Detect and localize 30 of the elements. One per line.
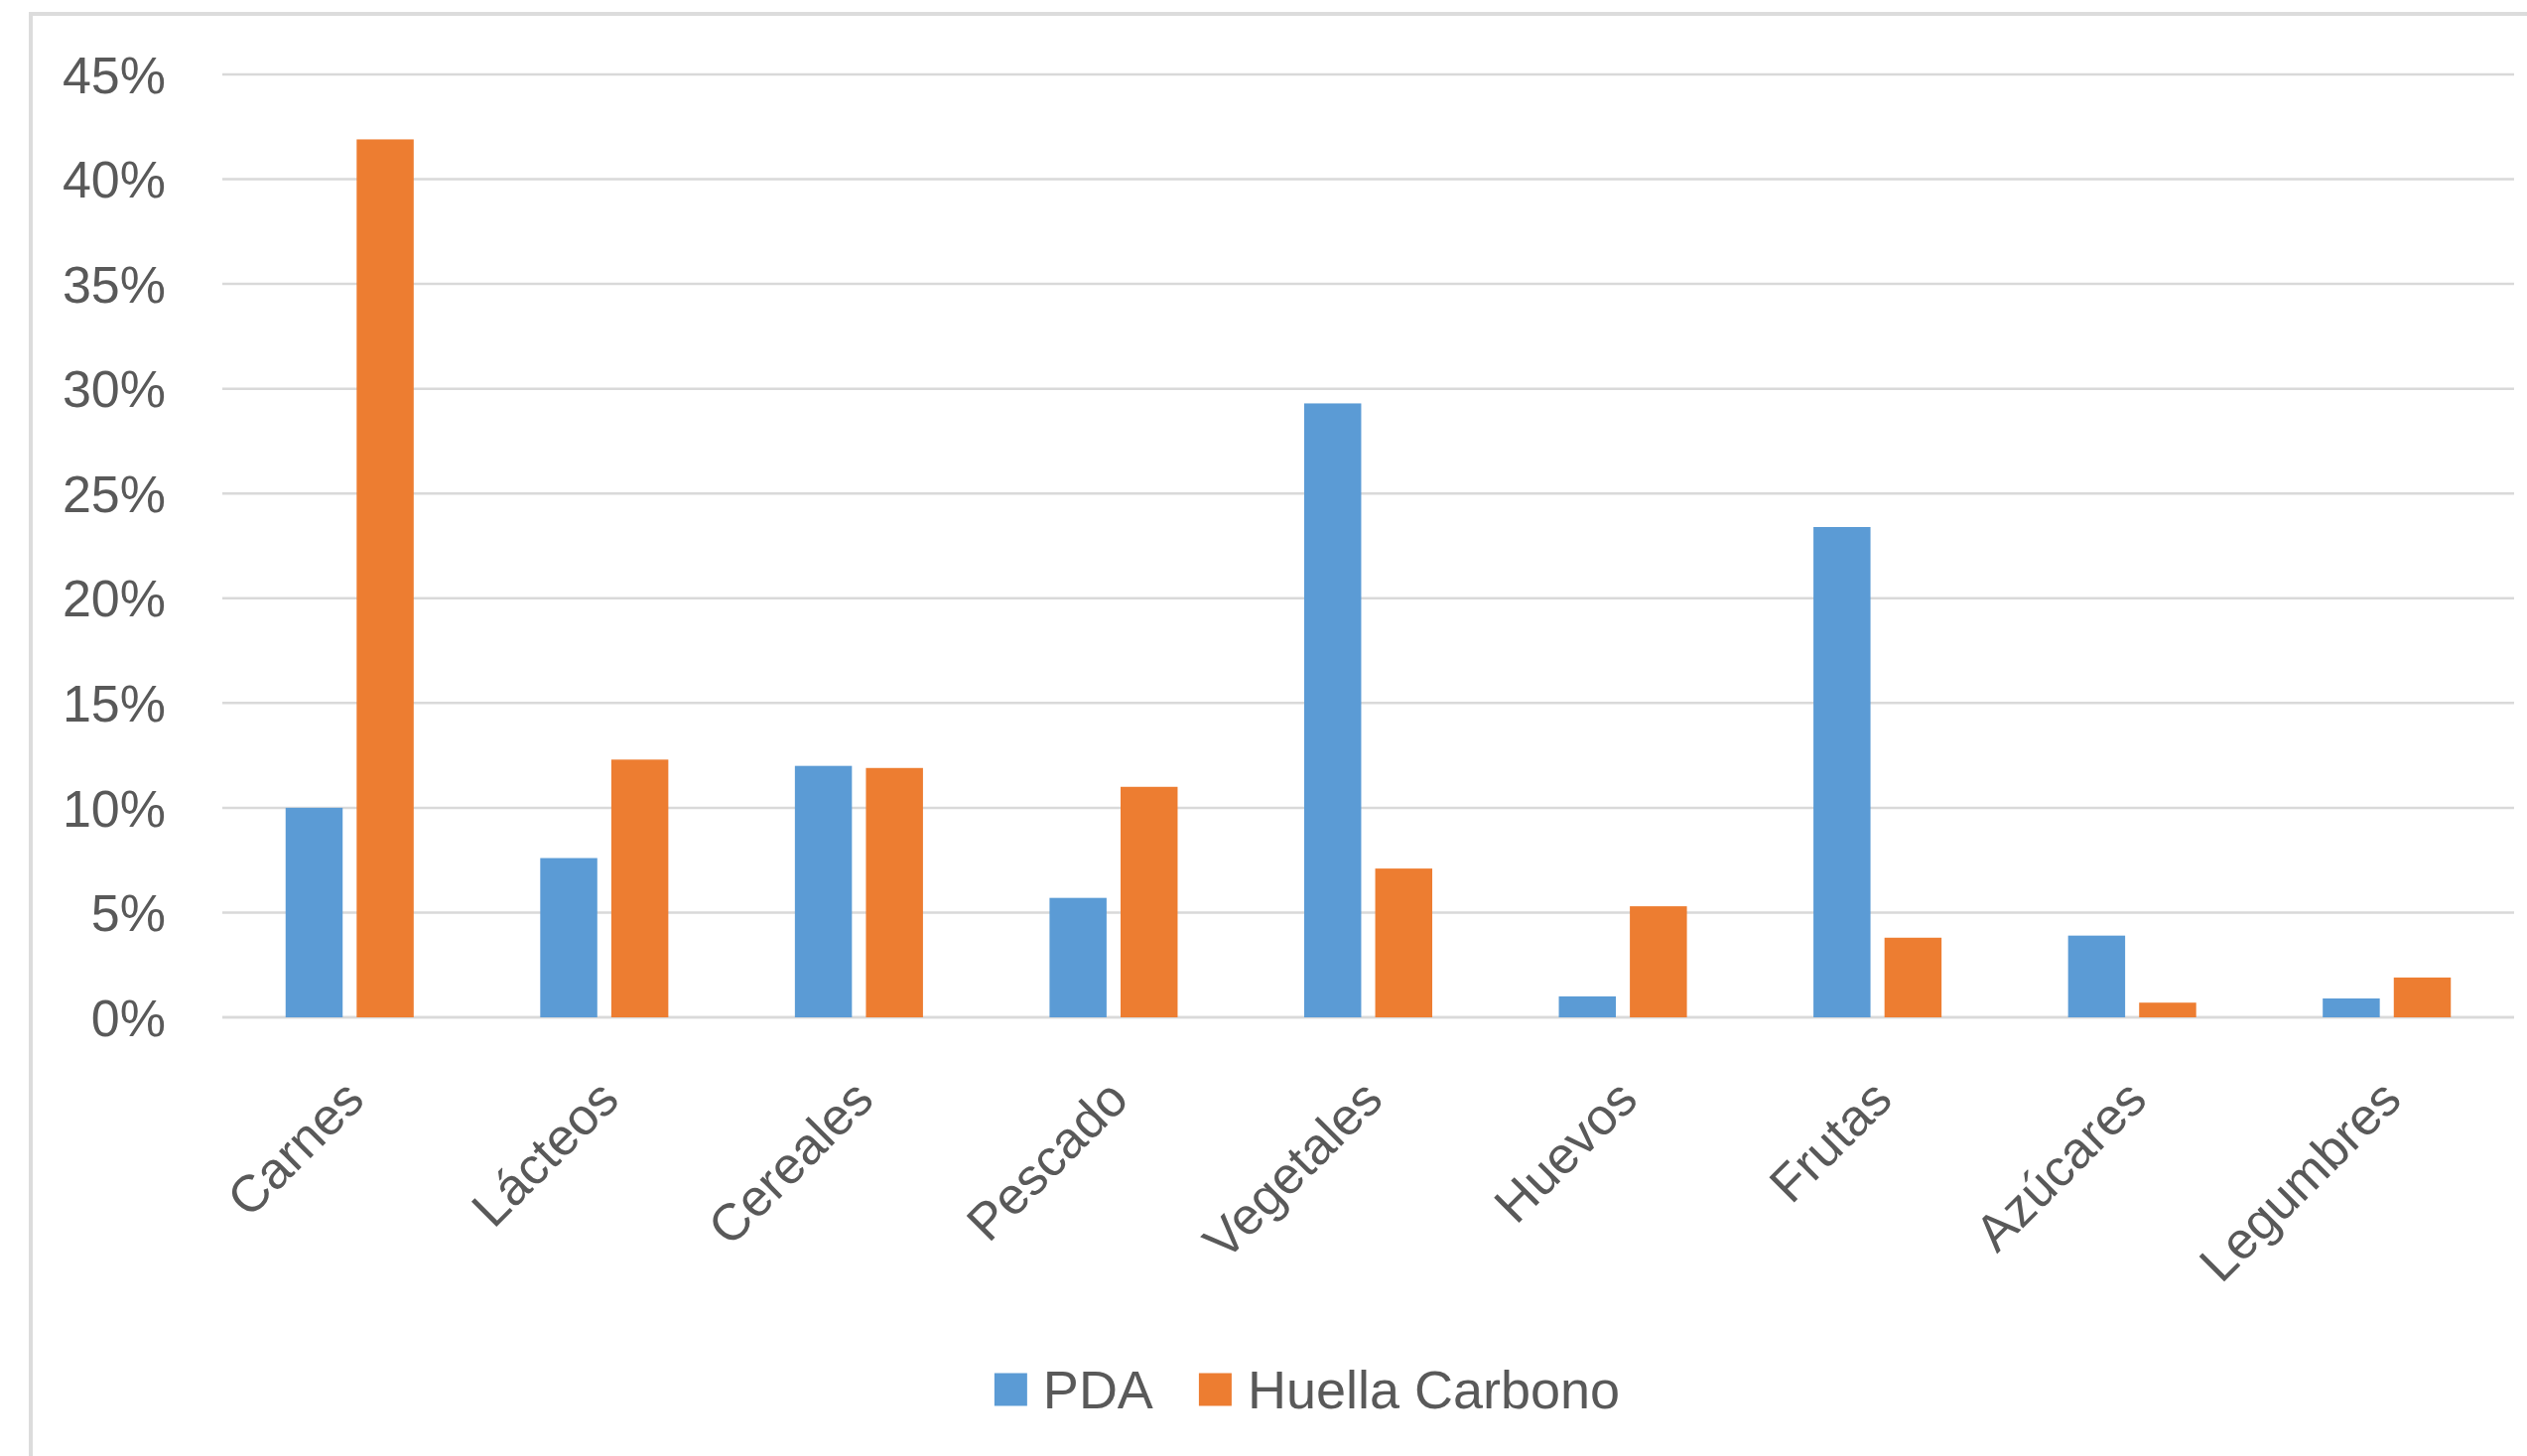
bar (1558, 995, 1616, 1017)
bar (1303, 403, 1362, 1017)
y-tick-label: 15% (62, 675, 166, 733)
bar (1813, 527, 1871, 1017)
y-tick-label: 25% (62, 464, 166, 523)
y-tick-label: 35% (62, 255, 166, 314)
y-tick-label: 30% (62, 360, 166, 419)
bar (2139, 1002, 2196, 1017)
y-tick-label: 45% (62, 46, 166, 104)
bar (1630, 906, 1687, 1017)
bar (1049, 897, 1107, 1017)
bar (1375, 868, 1433, 1017)
bar (610, 759, 669, 1017)
bar (2323, 998, 2380, 1017)
y-tick-label: 20% (62, 570, 166, 628)
bar (2393, 977, 2452, 1017)
y-tick-label: 10% (62, 779, 166, 838)
bar (285, 807, 343, 1017)
bar (865, 767, 923, 1017)
bar (1121, 786, 1178, 1017)
legend-label: PDA (1042, 1360, 1153, 1420)
y-tick-label: 5% (90, 884, 166, 943)
y-tick-label: 40% (62, 151, 166, 209)
legend-label: Huella Carbono (1247, 1360, 1621, 1420)
y-tick-label: 0% (90, 989, 166, 1047)
bar (2067, 935, 2126, 1017)
bar (1884, 937, 1942, 1017)
bar (540, 858, 598, 1017)
bar (356, 139, 414, 1017)
bar (794, 765, 853, 1017)
